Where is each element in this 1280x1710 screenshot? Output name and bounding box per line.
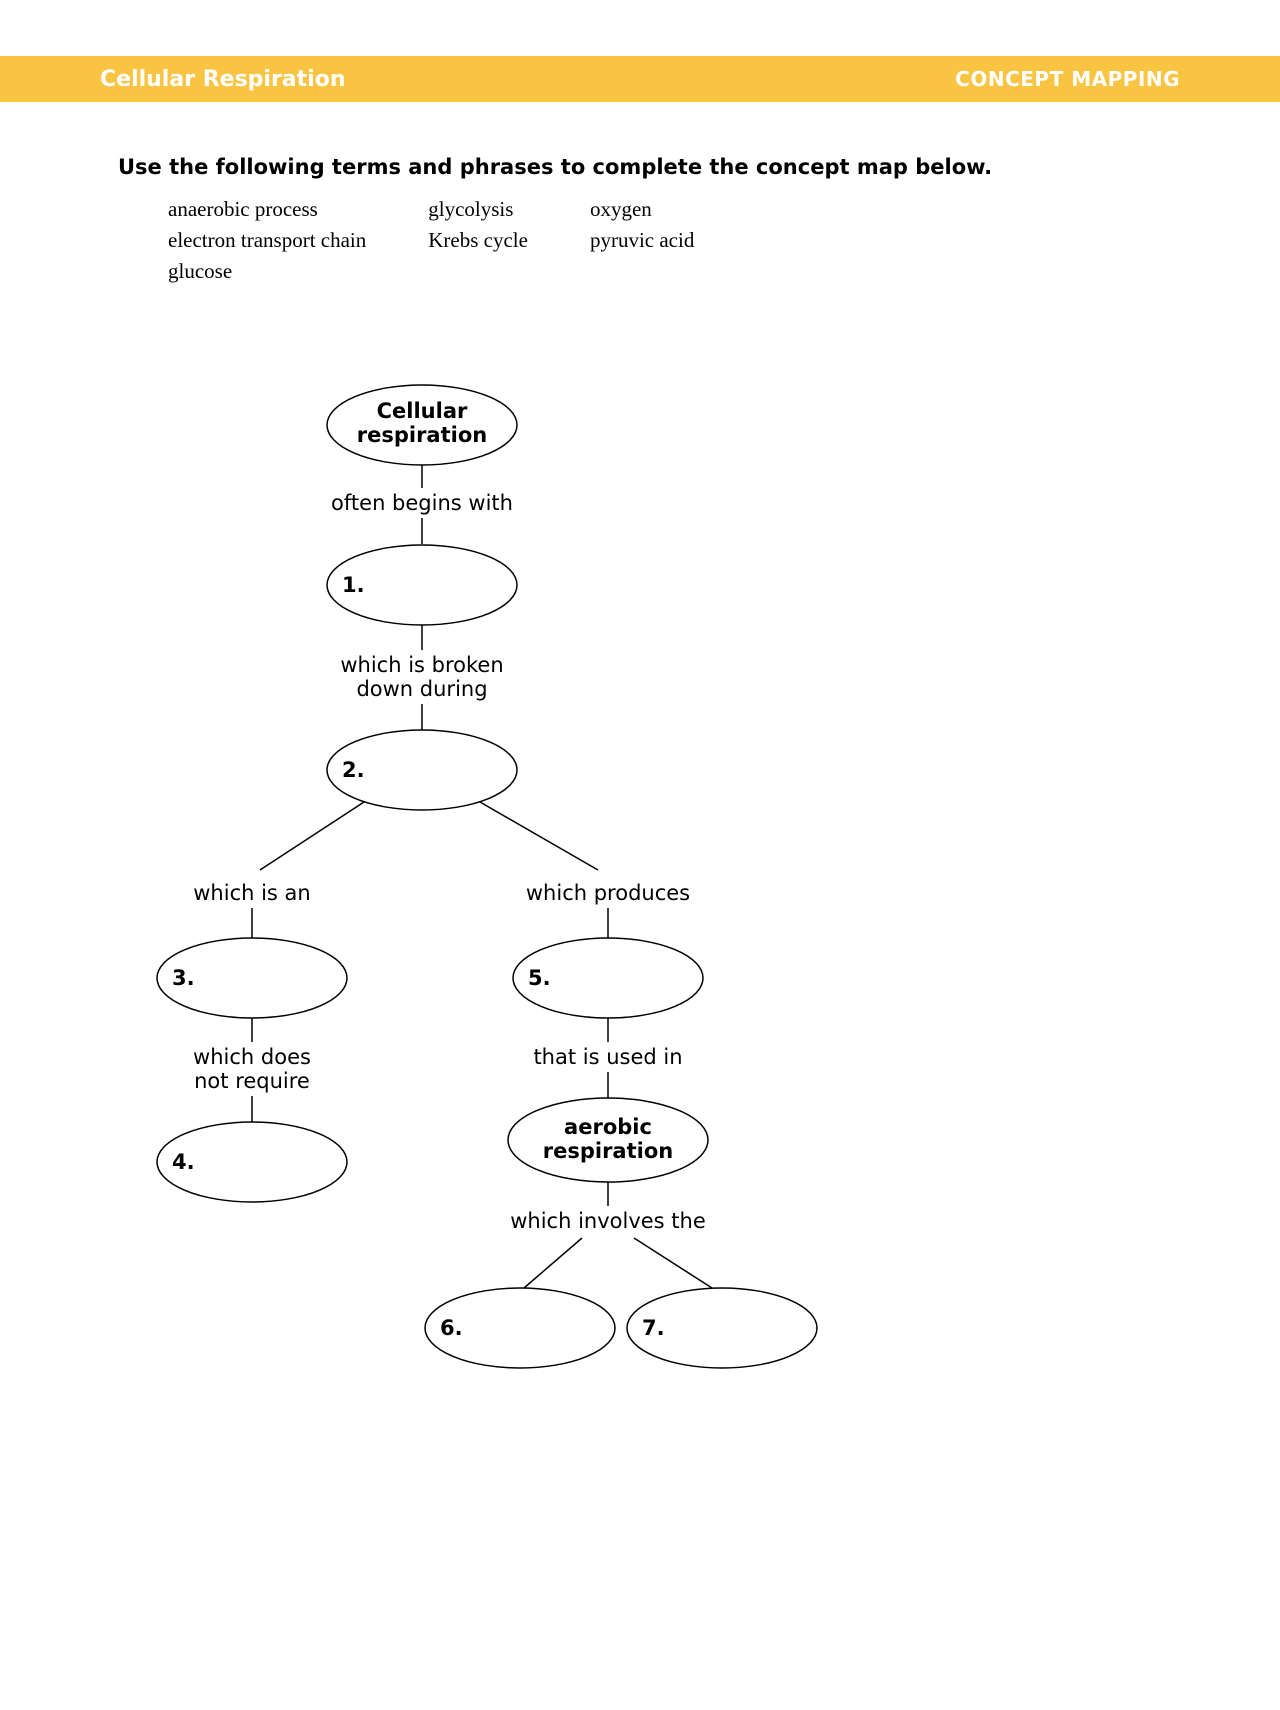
term-cell: electron transport chain: [168, 226, 426, 255]
term-cell: oxygen: [590, 195, 754, 224]
link-text: often begins with: [331, 491, 513, 515]
node-number: 7.: [642, 1316, 665, 1340]
node-number: 4.: [172, 1150, 195, 1174]
terms-table: anaerobic process glycolysis oxygen elec…: [166, 193, 756, 288]
link-text: not require: [194, 1069, 310, 1093]
connector: [634, 1238, 712, 1288]
root-label-line2: respiration: [357, 423, 487, 447]
node-number: 5.: [528, 966, 551, 990]
link-text: which does: [193, 1045, 311, 1069]
node-number: 1.: [342, 573, 365, 597]
header-title-left: Cellular Respiration: [100, 67, 345, 92]
term-cell: anaerobic process: [168, 195, 426, 224]
link-text: which involves the: [510, 1209, 706, 1233]
concept-map: Cellular respiration often begins with 1…: [0, 360, 1280, 1710]
header-title-right: CONCEPT MAPPING: [955, 67, 1180, 91]
link-text: down during: [356, 677, 487, 701]
node-number: 6.: [440, 1316, 463, 1340]
term-cell: glycolysis: [428, 195, 588, 224]
link-text: which is broken: [340, 653, 503, 677]
term-cell: [590, 257, 754, 286]
node-number: 3.: [172, 966, 195, 990]
term-cell: pyruvic acid: [590, 226, 754, 255]
page: Cellular Respiration CONCEPT MAPPING Use…: [0, 0, 1280, 1686]
aerobic-label-2: respiration: [543, 1139, 673, 1163]
link-text: which is an: [193, 881, 310, 905]
term-cell: Krebs cycle: [428, 226, 588, 255]
connector: [524, 1238, 582, 1288]
instruction-text: Use the following terms and phrases to c…: [118, 155, 1162, 179]
connector: [480, 802, 598, 870]
term-cell: [428, 257, 588, 286]
content-area: Use the following terms and phrases to c…: [118, 155, 1162, 288]
header-band: Cellular Respiration CONCEPT MAPPING: [0, 56, 1280, 102]
node-number: 2.: [342, 758, 365, 782]
root-label-line1: Cellular: [377, 399, 468, 423]
connector: [260, 802, 364, 870]
term-cell: glucose: [168, 257, 426, 286]
link-text: that is used in: [533, 1045, 682, 1069]
aerobic-label-1: aerobic: [564, 1115, 652, 1139]
link-text: which produces: [526, 881, 690, 905]
